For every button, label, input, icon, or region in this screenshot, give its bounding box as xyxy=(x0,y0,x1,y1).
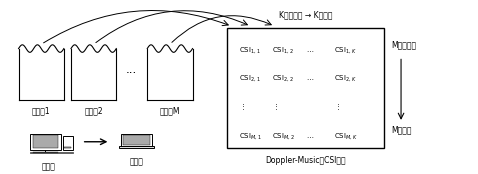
Text: $\mathrm{CSI}_{M,1}$: $\mathrm{CSI}_{M,1}$ xyxy=(239,131,262,141)
Bar xyxy=(120,146,154,148)
Bar xyxy=(64,147,71,148)
Text: 数据包M: 数据包M xyxy=(160,107,180,116)
Text: $\cdots$: $\cdots$ xyxy=(306,75,314,81)
Bar xyxy=(227,28,384,148)
Text: 数据包2: 数据包2 xyxy=(84,107,103,116)
Bar xyxy=(64,147,71,148)
Text: M个样本: M个样本 xyxy=(391,125,412,134)
Text: $\cdots$: $\cdots$ xyxy=(306,133,314,139)
Text: $\mathrm{CSI}_{1,K}$: $\mathrm{CSI}_{1,K}$ xyxy=(334,45,357,55)
Text: K个子载波 → K个快照: K个子载波 → K个快照 xyxy=(279,10,333,19)
Text: $\mathrm{CSI}_{1,1}$: $\mathrm{CSI}_{1,1}$ xyxy=(239,45,261,55)
Text: $\mathrm{CSI}_{2,2}$: $\mathrm{CSI}_{2,2}$ xyxy=(272,73,294,83)
Text: $\mathrm{CSI}_{1,2}$: $\mathrm{CSI}_{1,2}$ xyxy=(272,45,294,55)
Text: $\vdots$: $\vdots$ xyxy=(334,102,340,112)
Text: Doppler-Music的CSI矩阵: Doppler-Music的CSI矩阵 xyxy=(265,156,346,165)
Bar xyxy=(121,134,152,146)
Bar xyxy=(63,136,73,151)
Polygon shape xyxy=(19,49,64,100)
Text: $\vdots$: $\vdots$ xyxy=(239,102,245,112)
Text: $\mathrm{CSI}_{2,1}$: $\mathrm{CSI}_{2,1}$ xyxy=(239,73,261,83)
Text: $\mathrm{CSI}_{M,2}$: $\mathrm{CSI}_{M,2}$ xyxy=(272,131,295,141)
Polygon shape xyxy=(147,49,193,100)
Text: $\cdots$: $\cdots$ xyxy=(306,47,314,53)
Bar xyxy=(33,135,58,148)
Bar xyxy=(123,135,150,145)
Text: $\mathrm{CSI}_{2,K}$: $\mathrm{CSI}_{2,K}$ xyxy=(334,73,357,83)
Text: M个数据包: M个数据包 xyxy=(391,40,417,49)
Text: ···: ··· xyxy=(126,67,137,80)
Bar xyxy=(30,152,73,153)
Text: 数据包1: 数据包1 xyxy=(32,107,51,116)
Text: 发送端: 发送端 xyxy=(42,162,55,171)
Text: $\vdots$: $\vdots$ xyxy=(272,102,278,112)
Bar xyxy=(30,134,61,150)
Text: 接收端: 接收端 xyxy=(130,157,143,166)
Polygon shape xyxy=(71,49,116,100)
Text: $\mathrm{CSI}_{M,K}$: $\mathrm{CSI}_{M,K}$ xyxy=(334,131,358,141)
